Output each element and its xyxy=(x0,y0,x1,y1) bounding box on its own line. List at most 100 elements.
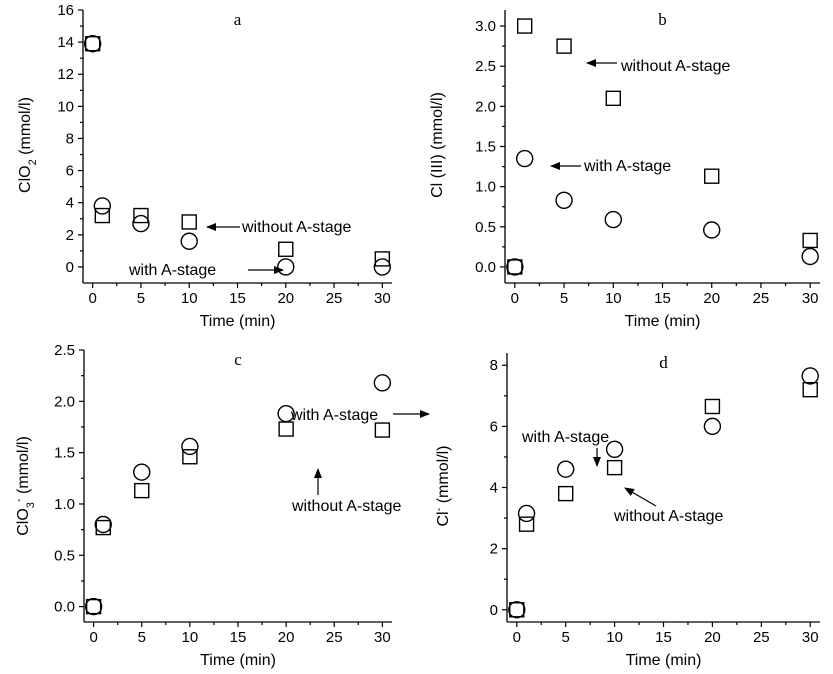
y-tick-label: 16 xyxy=(57,2,74,19)
y-tick-label: 6 xyxy=(490,418,498,435)
panel-a: 0 5 10 15 20 25 30 0 2 4 6 8 10 12 14 16 Time (min) ClO2 … xyxy=(17,2,392,330)
square-marker xyxy=(85,598,102,615)
x-tick-label: 5 xyxy=(560,290,568,307)
y-tick-label: 8 xyxy=(66,130,74,147)
x-tick-label: 20 xyxy=(703,290,720,307)
circle-marker xyxy=(180,232,198,250)
x-axis-label: Time (min) xyxy=(200,313,276,330)
square-marker xyxy=(509,602,525,618)
annotation-label: without A-stage xyxy=(620,58,731,75)
square-marker xyxy=(278,421,294,437)
y-tick-label: 1.0 xyxy=(475,179,496,196)
square-marker xyxy=(181,214,197,230)
circle-marker xyxy=(277,258,295,276)
panel-label: a xyxy=(234,10,242,29)
square-marker xyxy=(374,422,391,438)
annotation-label: with A-stage xyxy=(521,429,609,446)
panel-label: b xyxy=(658,10,667,29)
square-marker xyxy=(507,259,523,275)
square-marker xyxy=(278,241,294,257)
panel-label: d xyxy=(659,353,668,372)
y-tick-label: 4 xyxy=(66,195,74,212)
x-tick-label: 0 xyxy=(88,290,96,307)
circle-marker xyxy=(84,597,103,616)
x-axis-label: Time (min) xyxy=(625,313,701,330)
y-tick-label: 10 xyxy=(57,98,74,115)
y-axis-label: Cl (III) (mmol/l) xyxy=(429,92,446,198)
square-marker xyxy=(133,207,149,224)
circle-marker xyxy=(517,504,536,523)
y-tick-label: 2 xyxy=(66,227,74,244)
circle-marker xyxy=(93,197,112,215)
x-axis-label: Time (min) xyxy=(200,652,276,669)
circle-marker xyxy=(604,210,622,229)
y-tick-label: 0.0 xyxy=(475,259,496,276)
panel-c: 0 5 10 15 20 25 30 0.0 0.5 1.0 1.5 2.0 2.5 Time (min)… xyxy=(13,342,430,669)
y-tick-label: 0.5 xyxy=(475,219,496,236)
x-tick-label: 15 xyxy=(654,290,671,307)
circle-marker xyxy=(801,247,819,266)
x-tick-label: 20 xyxy=(704,629,721,646)
y-axis-label: ClO3- (mmol/l) xyxy=(13,436,37,536)
x-tick-label: 30 xyxy=(374,629,391,646)
y-tick-label: 6 xyxy=(66,163,74,180)
x-tick-label: 10 xyxy=(606,629,623,646)
y-axis-label: ClO2 (mmol/l) xyxy=(17,97,39,193)
square-marker xyxy=(704,398,721,415)
square-marker xyxy=(182,449,198,465)
circle-marker xyxy=(801,367,819,385)
y-tick-label: 2.0 xyxy=(475,98,496,115)
circle-marker xyxy=(133,463,151,481)
square-marker xyxy=(84,36,101,52)
circle-marker xyxy=(277,404,295,423)
x-tick-label: 25 xyxy=(326,290,343,307)
circle-marker xyxy=(94,515,112,534)
x-tick-label: 20 xyxy=(277,290,294,307)
square-marker xyxy=(557,485,574,502)
x-tick-label: 0 xyxy=(511,290,519,307)
annotation-label: with A-stage xyxy=(128,262,216,279)
panel-label: c xyxy=(234,350,242,369)
x-tick-label: 25 xyxy=(753,290,770,307)
x-tick-label: 10 xyxy=(182,629,199,646)
y-tick-label: 4 xyxy=(490,480,498,497)
y-tick-label: 0.0 xyxy=(54,599,75,616)
annotation-label: without A-stage xyxy=(291,498,402,515)
square-marker xyxy=(516,18,533,34)
circle-marker xyxy=(506,258,524,276)
circle-marker xyxy=(373,374,392,392)
x-tick-label: 10 xyxy=(181,290,198,307)
circle-marker xyxy=(515,149,534,168)
y-tick-label: 1.5 xyxy=(475,139,496,156)
x-tick-label: 30 xyxy=(802,629,819,646)
square-marker xyxy=(556,38,572,54)
y-tick-label: 2.0 xyxy=(54,393,75,410)
circle-marker xyxy=(132,214,150,233)
y-tick-label: 0 xyxy=(66,259,74,276)
y-tick-label: 14 xyxy=(57,34,74,51)
y-tick-label: 1.5 xyxy=(54,445,75,462)
x-tick-label: 30 xyxy=(374,290,391,307)
x-axis-label: Time (min) xyxy=(626,652,702,669)
x-tick-label: 5 xyxy=(138,629,146,646)
annotation-label: without A-stage xyxy=(241,219,352,236)
circle-marker xyxy=(703,221,721,239)
panel-b: 0 5 10 15 20 25 30 0.0 0.5 1.0 1.5 2.0 2.5 3.0 Time (m… xyxy=(429,10,820,330)
circle-marker xyxy=(83,35,102,53)
x-tick-label: 20 xyxy=(278,629,295,646)
y-tick-label: 2.5 xyxy=(475,58,496,75)
y-tick-label: 2 xyxy=(490,541,498,558)
x-tick-label: 15 xyxy=(230,629,247,646)
x-tick-label: 25 xyxy=(326,629,343,646)
square-marker xyxy=(802,381,818,398)
annotation-label: with A-stage xyxy=(583,158,671,175)
square-marker xyxy=(606,459,623,476)
y-tick-label: 8 xyxy=(490,357,498,374)
circle-marker xyxy=(703,417,722,436)
y-tick-label: 1.0 xyxy=(54,496,75,513)
y-tick-label: 2.5 xyxy=(54,342,75,359)
x-tick-label: 15 xyxy=(655,629,672,646)
x-tick-label: 30 xyxy=(802,290,819,307)
y-tick-label: 0 xyxy=(490,602,498,619)
